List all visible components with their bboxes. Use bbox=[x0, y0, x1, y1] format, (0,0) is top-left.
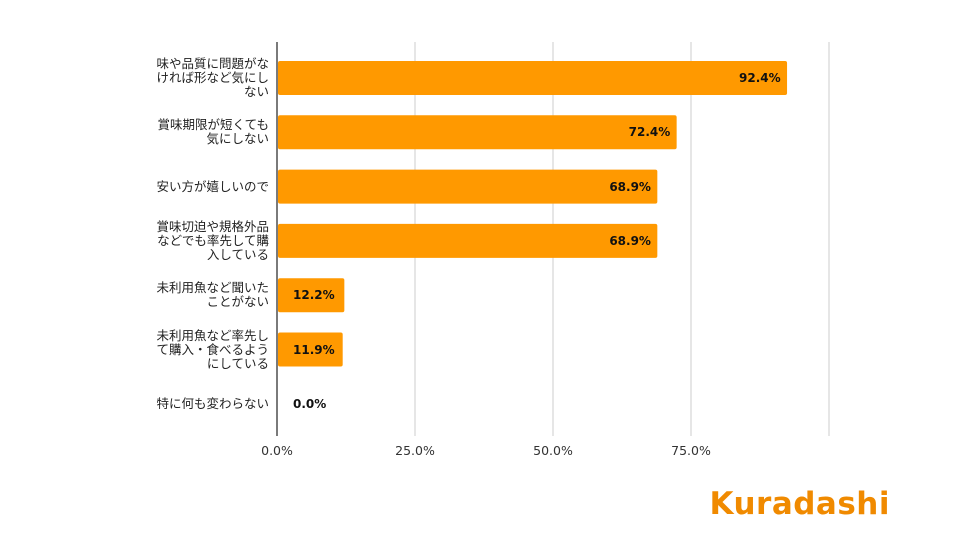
category-label: 賞味切迫や規格外品 などでも率先して購 入している bbox=[156, 218, 269, 262]
category-label: 特に何も変わらない bbox=[156, 395, 269, 411]
x-tick-label: 75.0% bbox=[671, 443, 711, 458]
x-tick-label: 50.0% bbox=[533, 443, 573, 458]
bar bbox=[278, 115, 677, 150]
category-label: 安い方が嬉しいので bbox=[156, 178, 269, 194]
category-label: 未利用魚など率先し て購入・食べるよう にしている bbox=[156, 327, 269, 371]
data-label: 12.2% bbox=[293, 288, 335, 303]
data-label: 68.9% bbox=[609, 233, 651, 248]
kuradashi-logo: Kuradashi bbox=[709, 486, 890, 522]
data-label: 11.9% bbox=[293, 342, 335, 357]
data-label: 68.9% bbox=[609, 179, 651, 194]
bar bbox=[278, 332, 343, 367]
category-label: 未利用魚など聞いた ことがない bbox=[156, 280, 269, 310]
category-label: 味や品質に問題がな ければ形など気にし ない bbox=[156, 56, 269, 99]
bar bbox=[278, 278, 345, 313]
data-label: 72.4% bbox=[628, 125, 671, 140]
x-tick-label: 25.0% bbox=[395, 443, 435, 458]
bar bbox=[278, 169, 658, 204]
bar bbox=[278, 61, 788, 95]
data-label: 92.4% bbox=[739, 71, 781, 85]
category-label: 賞味期限が短くても 気にしない bbox=[157, 117, 269, 147]
data-label: 0.0% bbox=[293, 396, 327, 411]
bar bbox=[278, 223, 658, 258]
x-tick-label: 0.0% bbox=[261, 443, 293, 458]
